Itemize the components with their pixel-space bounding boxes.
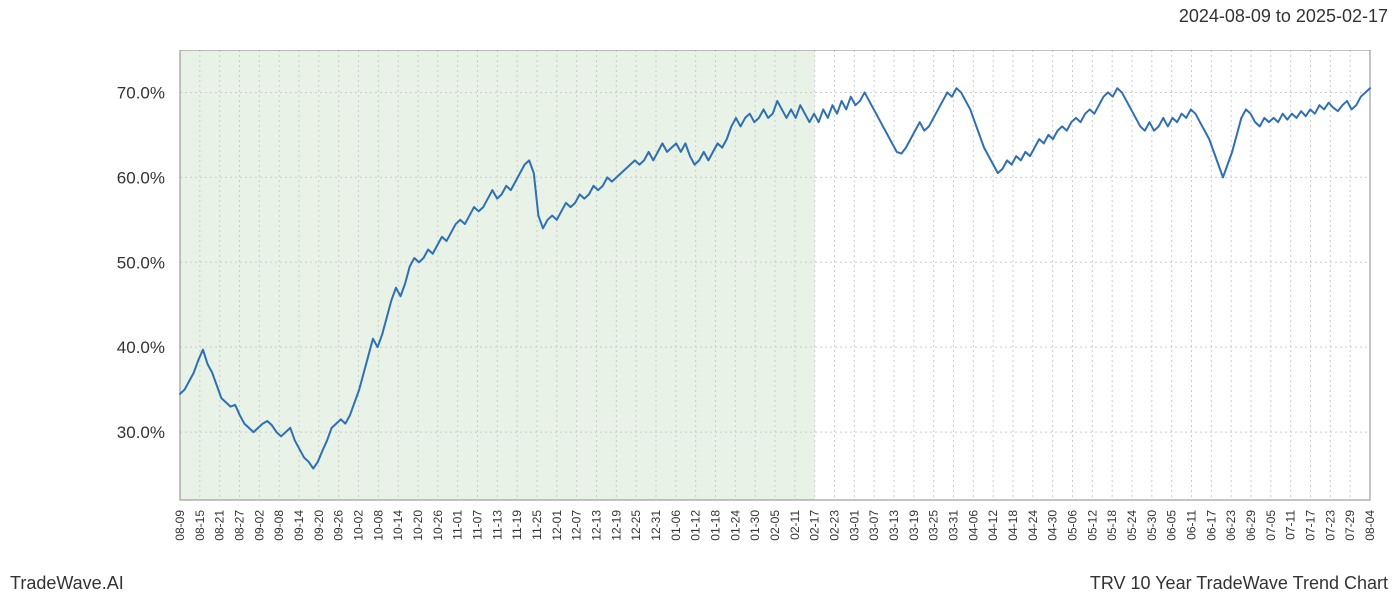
xtick-label: 08-15	[193, 510, 207, 541]
xtick-label: 03-07	[867, 510, 881, 541]
brand-text: TradeWave.AI	[10, 573, 124, 593]
xtick-label: 12-07	[570, 510, 584, 541]
xtick-label: 08-04	[1363, 510, 1377, 541]
chart-container: 30.0% 40.0% 50.0% 60.0% 70.0% 08-09 08-15 08-21…	[0, 50, 1400, 560]
xtick-label: 08-21	[213, 510, 227, 541]
xtick-label: 01-12	[689, 510, 703, 541]
ytick-label: 50.0%	[117, 253, 165, 272]
xtick-label: 09-20	[312, 510, 326, 541]
xtick-label: 06-23	[1224, 510, 1238, 541]
xtick-label: 12-01	[550, 510, 564, 541]
xtick-label: 02-05	[768, 510, 782, 541]
ytick-label: 40.0%	[117, 338, 165, 357]
footer-title: TRV 10 Year TradeWave Trend Chart	[1090, 573, 1388, 594]
xtick-label: 07-23	[1323, 510, 1337, 541]
xtick-label: 02-23	[828, 510, 842, 541]
chart-title-text: TRV 10 Year TradeWave Trend Chart	[1090, 573, 1388, 593]
xtick-label: 06-11	[1185, 510, 1199, 540]
xtick-label: 11-01	[451, 510, 465, 540]
xtick-label: 09-08	[272, 510, 286, 541]
xtick-label: 10-14	[391, 510, 405, 541]
date-range-header: 2024-08-09 to 2025-02-17	[1179, 6, 1388, 27]
xtick-label: 02-11	[788, 510, 802, 540]
xtick-label: 10-02	[352, 510, 366, 541]
xtick-label: 05-24	[1125, 510, 1139, 541]
xtick-label: 04-12	[986, 510, 1000, 541]
date-range-text: 2024-08-09 to 2025-02-17	[1179, 6, 1388, 26]
xtick-label: 03-01	[847, 510, 861, 541]
xtick-label: 12-31	[649, 510, 663, 541]
xtick-label: 08-27	[233, 510, 247, 541]
xtick-label: 07-17	[1304, 510, 1318, 541]
xtick-label: 10-08	[371, 510, 385, 541]
xtick-label: 05-12	[1085, 510, 1099, 541]
xtick-label: 01-30	[748, 510, 762, 541]
ytick-label: 60.0%	[117, 168, 165, 187]
ytick-label: 30.0%	[117, 423, 165, 442]
xtick-label: 09-26	[332, 510, 346, 541]
trend-chart: 30.0% 40.0% 50.0% 60.0% 70.0% 08-09 08-15 08-21…	[0, 50, 1400, 560]
xtick-label: 12-19	[609, 510, 623, 541]
xtick-label: 10-20	[411, 510, 425, 541]
xtick-label: 04-30	[1046, 510, 1060, 541]
xtick-label: 07-05	[1264, 510, 1278, 541]
xtick-label: 11-19	[510, 510, 524, 540]
xtick-label: 03-19	[907, 510, 921, 541]
xtick-label: 03-25	[927, 510, 941, 541]
xtick-label: 06-29	[1244, 510, 1258, 541]
xtick-label: 09-02	[252, 510, 266, 541]
xtick-label: 05-18	[1105, 510, 1119, 541]
xtick-label: 02-17	[808, 510, 822, 541]
xtick-label: 01-06	[669, 510, 683, 541]
xtick-label: 05-30	[1145, 510, 1159, 541]
xtick-label: 11-13	[490, 510, 504, 540]
xtick-label: 03-13	[887, 510, 901, 541]
xtick-label: 12-25	[629, 510, 643, 541]
xtick-label: 04-06	[966, 510, 980, 541]
xtick-label: 04-24	[1026, 510, 1040, 541]
xtick-label: 07-11	[1284, 510, 1298, 540]
xtick-label: 04-18	[1006, 510, 1020, 541]
footer-brand: TradeWave.AI	[10, 573, 124, 594]
xtick-label: 12-13	[590, 510, 604, 541]
xtick-label: 09-14	[292, 510, 306, 541]
xtick-label: 11-07	[471, 510, 485, 540]
ytick-label: 70.0%	[117, 83, 165, 102]
xtick-label: 07-29	[1343, 510, 1357, 541]
xtick-label: 08-09	[173, 510, 187, 541]
xtick-label: 06-05	[1165, 510, 1179, 541]
xtick-label: 01-24	[728, 510, 742, 541]
xtick-label: 10-26	[431, 510, 445, 541]
xtick-label: 03-31	[947, 510, 961, 541]
xtick-label: 01-18	[709, 510, 723, 541]
xtick-label: 05-06	[1066, 510, 1080, 541]
xtick-label: 06-17	[1204, 510, 1218, 541]
xtick-label: 11-25	[530, 510, 544, 540]
